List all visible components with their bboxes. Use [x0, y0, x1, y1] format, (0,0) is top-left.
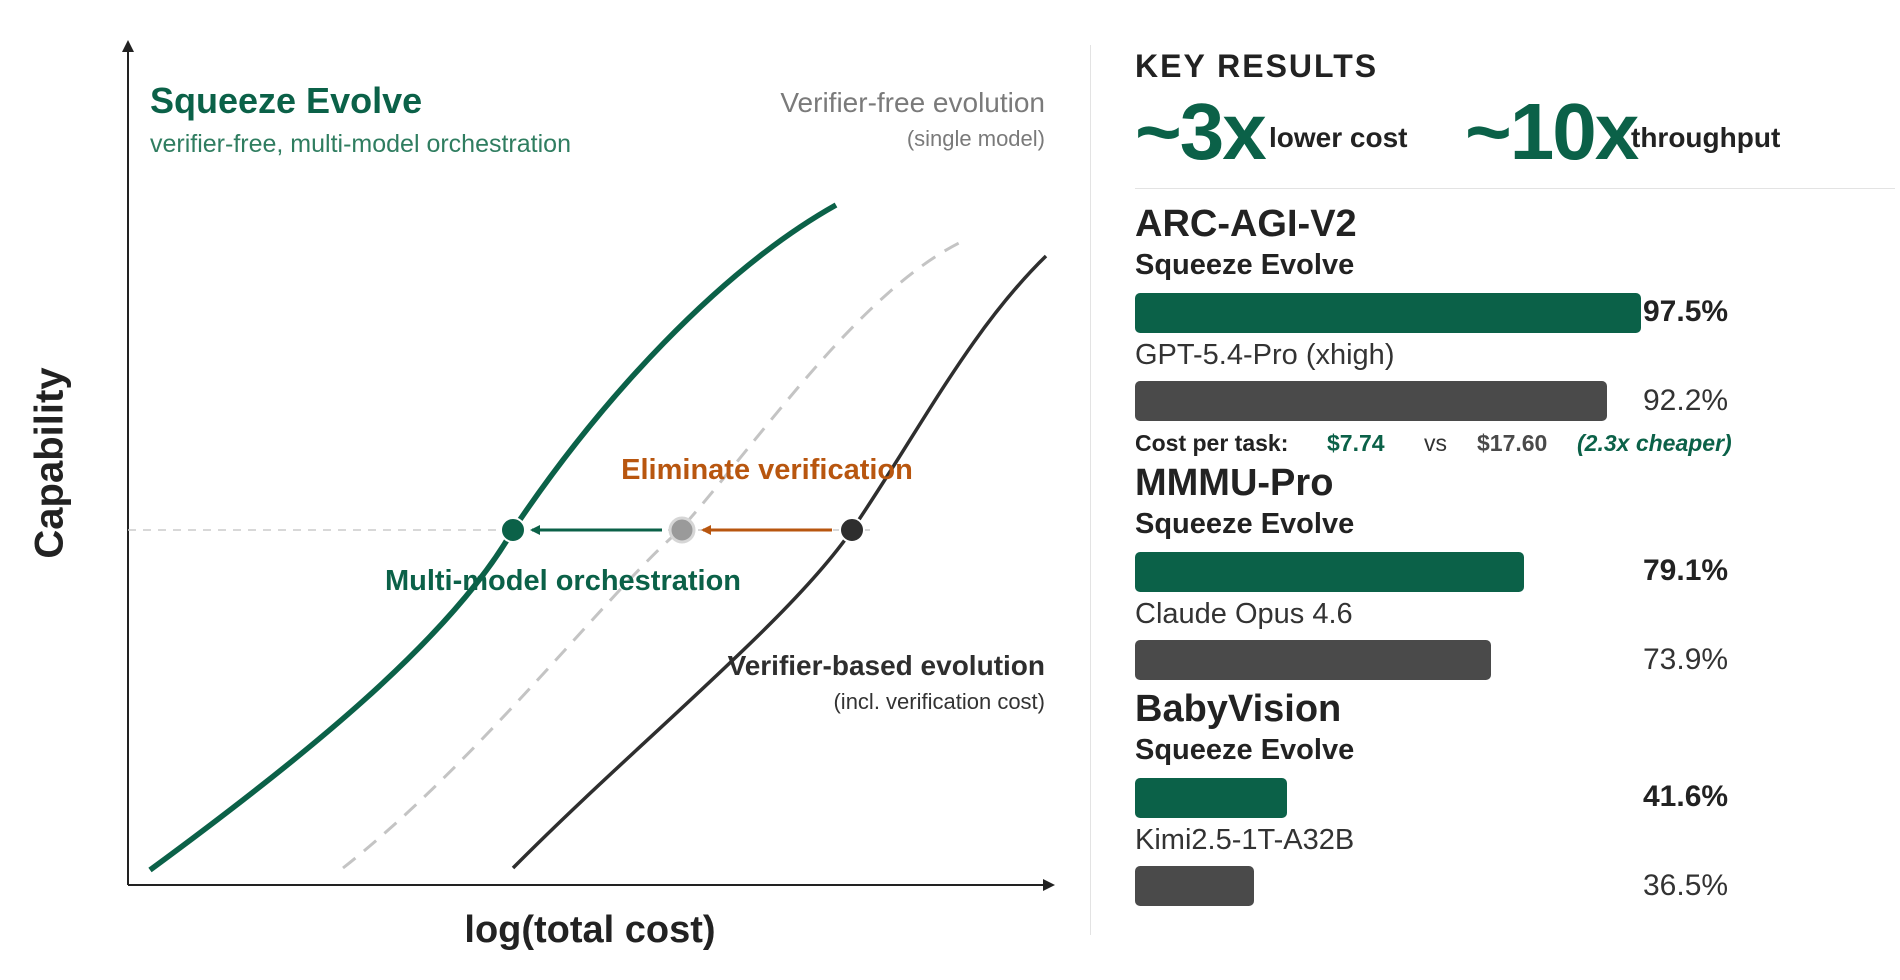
series-label-verifier-based: Verifier-based evolution [728, 650, 1045, 681]
cost-note: (2.3x cheaper) [1577, 430, 1732, 456]
series-line-squeeze-evolve [148, 202, 838, 873]
series-sublabel-verifier-based: (incl. verification cost) [833, 689, 1045, 714]
bar-value-label: 79.1% [1643, 554, 1729, 587]
cost-per-task: Cost per task: $7.74 vs $17.60 (2.3x che… [1135, 432, 1895, 458]
results-divider [1135, 188, 1895, 189]
benchmark-title: MMMU-Pro [1135, 462, 1334, 504]
bar-label: Squeeze Evolve [1135, 734, 1355, 766]
benchmark-mmmu-pro: MMMU-Pro Squeeze Evolve 79.1% Claude Opu… [1135, 464, 1895, 714]
highlight-throughput-label: throughput [1631, 122, 1781, 153]
series-label-verifier-free: Verifier-free evolution [780, 87, 1045, 118]
series-sublabel-verifier-free: (single model) [907, 126, 1045, 151]
y-axis-label: Capability [28, 367, 72, 559]
highlight-throughput-value: ~10x [1465, 87, 1639, 176]
point-verifier-based [839, 517, 865, 543]
cost-vs: vs [1424, 430, 1447, 456]
bar [1135, 381, 1608, 421]
bar [1135, 640, 1492, 680]
benchmark-title: BabyVision [1135, 688, 1342, 730]
cost-ours: $7.74 [1327, 430, 1385, 456]
bar-label: Kimi2.5-1T-A32B [1135, 824, 1355, 856]
bar-label: GPT-5.4-Pro (xhigh) [1135, 339, 1395, 371]
bar [1135, 552, 1525, 592]
cost-label: Cost per task: [1135, 430, 1289, 456]
bar-value-label: 73.9% [1643, 643, 1729, 676]
benchmark-babyvision: BabyVision Squeeze Evolve 41.6% Kimi2.5-… [1135, 690, 1895, 940]
key-results-heading: KEY RESULTS [1135, 48, 1379, 84]
panel-divider [1090, 45, 1091, 935]
x-axis-label: log(total cost) [464, 909, 715, 951]
chart-subtitle: verifier-free, multi-model orchestration [150, 130, 571, 158]
bar-value-label: 92.2% [1643, 384, 1729, 417]
bar-label: Squeeze Evolve [1135, 508, 1355, 540]
series-line-verifier-based [511, 254, 1048, 870]
chart-title: Squeeze Evolve [150, 80, 422, 121]
benchmark-arc-agi-v2: ARC-AGI-V2 Squeeze Evolve 97.5% GPT-5.4-… [1135, 205, 1895, 455]
benchmark-title: ARC-AGI-V2 [1135, 203, 1357, 245]
annotation-eliminate-verification: Eliminate verification [621, 454, 913, 486]
bar-value-label: 97.5% [1643, 295, 1729, 328]
bar-label: Claude Opus 4.6 [1135, 598, 1353, 630]
cost-base: $17.60 [1477, 430, 1548, 456]
point-squeeze-evolve [500, 517, 526, 543]
bar-value-label: 41.6% [1643, 780, 1729, 813]
bar [1135, 293, 1641, 333]
bar-label: Squeeze Evolve [1135, 249, 1355, 281]
bar-value-label: 36.5% [1643, 869, 1729, 902]
highlight-cost-label: lower cost [1269, 122, 1408, 153]
highlight-cost-value: ~3x [1135, 87, 1267, 176]
bar [1135, 866, 1255, 906]
bar [1135, 778, 1287, 818]
series-line-verifier-free [342, 238, 966, 870]
key-results-panel: KEY RESULTS ~3x lower cost ~10x throughp… [1135, 40, 1895, 970]
point-verifier-free [668, 516, 696, 544]
annotation-multi-model-orchestration: Multi-model orchestration [385, 565, 741, 597]
